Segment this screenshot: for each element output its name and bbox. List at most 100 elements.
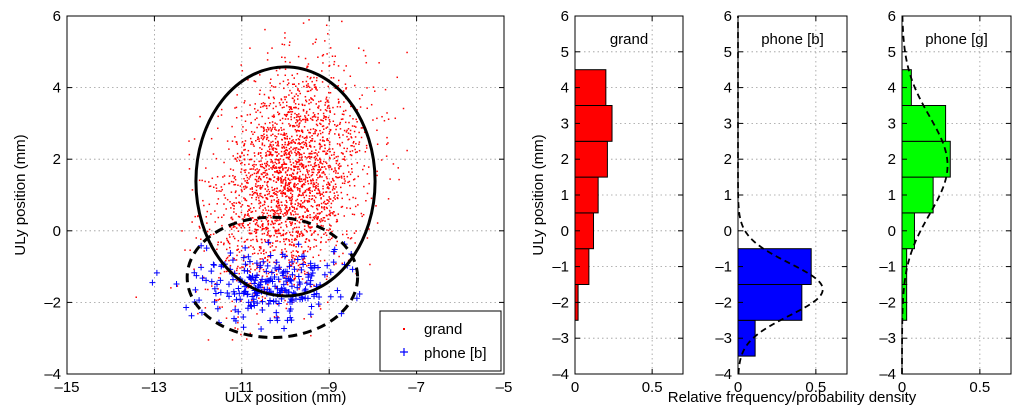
point-grand xyxy=(203,250,205,252)
point-grand xyxy=(289,234,292,236)
point-phone-b xyxy=(253,260,260,267)
point-grand xyxy=(296,168,299,170)
point-grand xyxy=(329,198,331,200)
point-grand xyxy=(294,149,297,151)
point-grand xyxy=(278,204,281,207)
point-grand xyxy=(319,194,321,197)
point-grand xyxy=(310,101,312,104)
point-grand xyxy=(255,175,258,178)
point-grand xyxy=(321,136,324,139)
point-grand xyxy=(299,135,301,138)
point-grand xyxy=(342,153,344,155)
point-grand xyxy=(280,192,282,194)
point-grand xyxy=(293,83,295,85)
point-grand xyxy=(321,55,324,57)
point-grand xyxy=(268,168,270,170)
point-grand xyxy=(271,209,273,211)
point-grand xyxy=(295,250,298,252)
point-grand xyxy=(307,85,310,87)
point-grand xyxy=(254,269,256,271)
point-phone-b xyxy=(273,309,280,316)
point-grand xyxy=(188,140,190,142)
point-grand xyxy=(292,190,294,192)
point-grand xyxy=(345,150,348,153)
point-grand xyxy=(362,49,365,52)
point-grand xyxy=(343,175,345,178)
point-grand xyxy=(321,131,324,134)
point-phone-b xyxy=(356,291,363,298)
point-grand xyxy=(352,118,354,120)
point-grand xyxy=(344,159,346,161)
point-grand xyxy=(387,198,390,200)
point-grand xyxy=(332,170,335,173)
point-grand xyxy=(298,168,301,170)
point-grand xyxy=(258,176,260,179)
point-grand xyxy=(285,206,287,209)
point-grand xyxy=(236,245,239,247)
point-phone-b xyxy=(188,312,195,319)
point-grand xyxy=(266,227,269,230)
point-grand xyxy=(255,222,258,224)
point-grand xyxy=(255,164,257,166)
point-grand xyxy=(330,154,333,156)
point-grand xyxy=(266,150,269,152)
point-grand xyxy=(274,219,276,222)
point-grand xyxy=(307,161,310,163)
point-grand xyxy=(329,141,331,143)
point-phone-b xyxy=(217,289,224,296)
point-grand xyxy=(239,223,241,225)
point-grand xyxy=(262,287,265,289)
point-grand xyxy=(303,270,306,273)
point-grand xyxy=(350,105,352,108)
point-grand xyxy=(248,208,250,211)
point-grand xyxy=(209,233,212,236)
point-grand xyxy=(323,172,325,174)
point-grand xyxy=(318,143,321,145)
point-grand xyxy=(295,238,298,241)
point-grand xyxy=(291,195,294,198)
point-grand xyxy=(333,63,335,66)
point-grand xyxy=(304,115,306,117)
point-grand xyxy=(287,183,290,185)
point-grand xyxy=(261,211,263,214)
point-grand xyxy=(316,124,319,127)
point-grand xyxy=(262,105,264,108)
point-phone-b xyxy=(269,278,276,285)
point-grand xyxy=(314,201,316,203)
point-grand xyxy=(296,98,299,100)
point-grand xyxy=(267,209,270,212)
point-grand xyxy=(211,285,213,287)
point-grand xyxy=(402,107,405,110)
point-phone-b xyxy=(258,326,265,333)
point-grand xyxy=(206,210,209,213)
point-grand xyxy=(296,172,298,175)
point-grand xyxy=(298,216,300,219)
point-grand xyxy=(276,123,278,125)
point-grand xyxy=(279,166,281,169)
point-grand xyxy=(274,147,277,150)
point-grand xyxy=(321,145,323,148)
point-grand xyxy=(256,267,258,270)
point-grand xyxy=(336,176,338,179)
point-grand xyxy=(272,210,275,212)
point-grand xyxy=(244,100,246,102)
histogram-y-tick-label: 2 xyxy=(724,151,732,168)
point-grand xyxy=(299,263,301,266)
point-grand xyxy=(266,231,269,234)
point-grand xyxy=(275,262,277,265)
point-grand xyxy=(289,61,291,64)
point-grand xyxy=(288,123,290,125)
point-grand xyxy=(279,241,281,243)
point-grand xyxy=(301,131,304,134)
point-grand xyxy=(250,168,253,170)
point-grand xyxy=(250,239,252,242)
point-grand xyxy=(310,234,313,236)
point-grand xyxy=(261,275,264,277)
point-phone-b xyxy=(254,300,261,307)
point-grand xyxy=(280,222,283,224)
point-grand xyxy=(283,137,286,139)
point-grand xyxy=(296,207,298,210)
point-grand xyxy=(258,140,261,143)
point-grand xyxy=(263,167,266,170)
point-grand xyxy=(367,166,370,168)
